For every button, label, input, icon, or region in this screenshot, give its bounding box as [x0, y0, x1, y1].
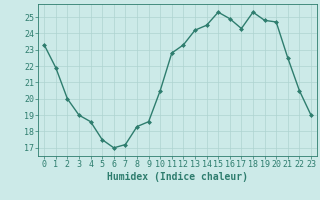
X-axis label: Humidex (Indice chaleur): Humidex (Indice chaleur) — [107, 172, 248, 182]
